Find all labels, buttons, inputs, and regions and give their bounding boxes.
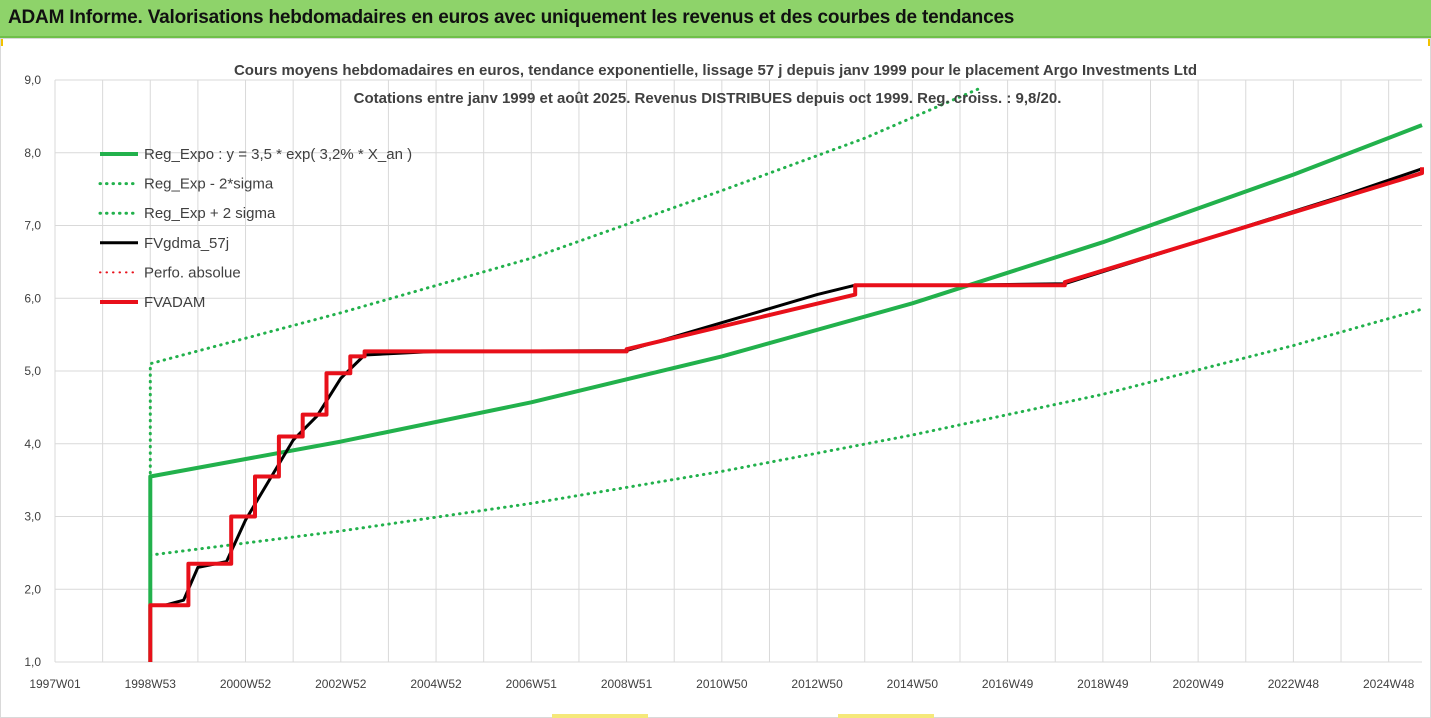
y-tick-label: 8,0 [24, 146, 41, 160]
y-tick-label: 7,0 [24, 219, 41, 233]
x-tick-label: 2008W51 [601, 677, 653, 691]
x-tick-label: 2004W52 [410, 677, 462, 691]
legend-label-3: FVgdma_57j [144, 235, 229, 252]
y-tick-label: 4,0 [24, 437, 41, 451]
chart-title-line-1: Cours moyens hebdomadaires en euros, ten… [233, 62, 1198, 79]
legend-label-1: Reg_Exp - 2*sigma [144, 176, 274, 193]
legend-label-2: Reg_Exp + 2 sigma [144, 205, 276, 222]
report-header-bar: ADAM Informe. Valorisations hebdomadaire… [0, 0, 1431, 38]
y-tick-label: 6,0 [24, 291, 41, 305]
y-tick-label: 2,0 [24, 582, 41, 596]
x-tick-label: 2020W49 [1172, 677, 1224, 691]
legend-label-5: FVADAM [144, 294, 205, 311]
series-line-5 [148, 167, 1424, 662]
legend-label-0: Reg_Expo : y = 3,5 * exp( 3,2% * X_an ) [144, 146, 412, 163]
report-title: ADAM Informe. Valorisations hebdomadaire… [8, 7, 1015, 28]
y-tick-label: 5,0 [24, 364, 41, 378]
series-line-1 [148, 307, 1424, 557]
chart-title-line-2: Cotations entre janv 1999 et août 2025. … [353, 90, 1062, 107]
x-tick-label: 2024W48 [1363, 677, 1415, 691]
y-tick-label: 3,0 [24, 510, 41, 524]
x-tick-label: 2022W48 [1268, 677, 1320, 691]
series-line-2 [148, 87, 981, 475]
y-tick-label: 1,0 [24, 655, 41, 669]
scroll-marker-right [838, 714, 934, 718]
x-tick-label: 1998W53 [125, 677, 177, 691]
x-tick-label: 2006W51 [506, 677, 558, 691]
corner-marker-right [1428, 38, 1431, 46]
x-tick-label: 2018W49 [1077, 677, 1129, 691]
x-tick-label: 2012W50 [791, 677, 843, 691]
x-tick-label: 1997W01 [29, 677, 81, 691]
legend-label-4: Perfo. absolue [144, 264, 241, 281]
x-tick-label: 2000W52 [220, 677, 272, 691]
x-tick-label: 2016W49 [982, 677, 1034, 691]
corner-marker-left [0, 38, 3, 46]
series-line-0 [148, 123, 1423, 662]
y-tick-label: 9,0 [24, 73, 41, 87]
x-tick-label: 2010W50 [696, 677, 748, 691]
x-tick-label: 2014W50 [887, 677, 939, 691]
x-tick-label: 2002W52 [315, 677, 367, 691]
scroll-marker-left [552, 714, 648, 718]
